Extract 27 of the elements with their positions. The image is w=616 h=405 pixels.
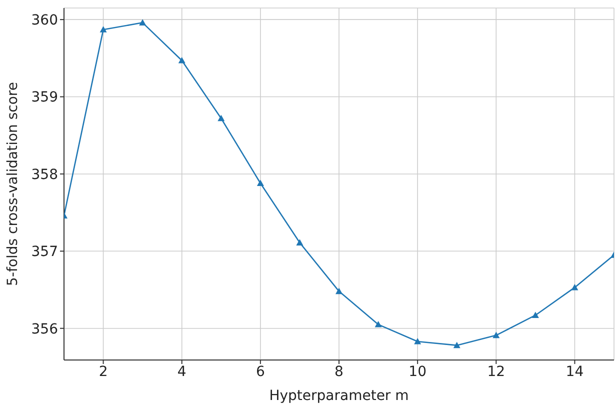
point xyxy=(336,288,342,294)
y-tick-label: 358 xyxy=(31,166,58,183)
y-axis-title: 5-folds cross-validation score xyxy=(4,82,21,286)
x-tick-label: 6 xyxy=(256,364,265,380)
point xyxy=(492,332,500,338)
point xyxy=(532,312,539,318)
point xyxy=(414,338,422,344)
x-tick-label: 4 xyxy=(177,364,186,380)
point xyxy=(139,19,146,26)
point xyxy=(178,56,186,64)
y-tick-label: 359 xyxy=(31,90,58,106)
x-tick-label: 2 xyxy=(98,364,108,380)
y-tick-label: 356 xyxy=(31,321,58,338)
point xyxy=(296,239,304,246)
point xyxy=(453,342,460,348)
point xyxy=(256,180,264,186)
point xyxy=(100,26,107,32)
point xyxy=(218,114,225,122)
y-tick-label: 360 xyxy=(31,12,58,29)
x-axis-title: Hypterparameter m xyxy=(269,388,409,404)
point xyxy=(374,320,382,328)
x-tick-label: 12 xyxy=(487,364,506,380)
x-tick-label: 8 xyxy=(334,364,344,380)
point xyxy=(571,284,578,290)
x-tick-label: 10 xyxy=(408,364,426,380)
y-tick-label: 357 xyxy=(31,244,58,260)
x-tick-label: 14 xyxy=(566,364,584,380)
